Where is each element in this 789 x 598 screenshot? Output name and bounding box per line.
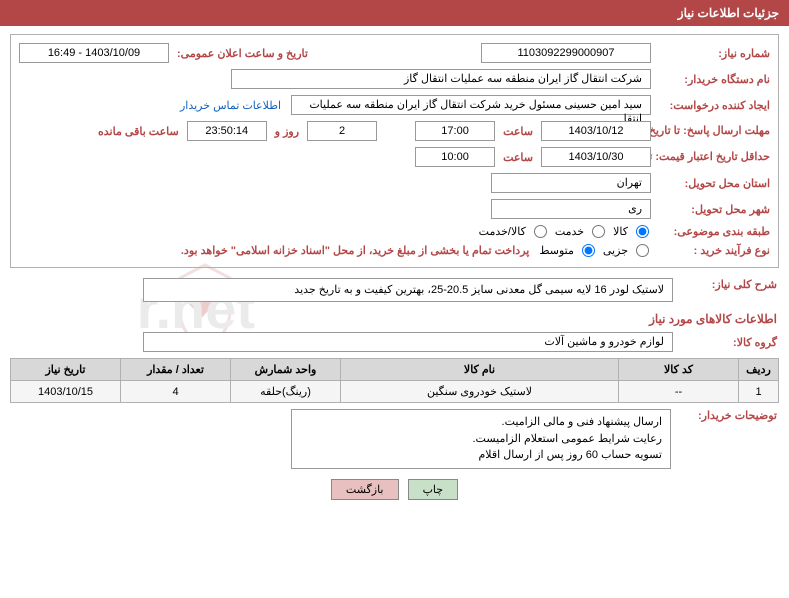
back-button[interactable]: بازگشت — [331, 479, 399, 500]
th-0: ردیف — [739, 359, 779, 381]
td-4: 4 — [121, 381, 231, 403]
hour-label-2: ساعت — [499, 151, 537, 164]
deadline-reply-hour: 17:00 — [415, 121, 495, 141]
buyer-note-line-1: رعایت شرایط عمومی استعلام الزامیست. — [300, 431, 662, 448]
goods-group-label: گروه کالا: — [677, 336, 777, 349]
td-3: (رینگ)حلقه — [231, 381, 341, 403]
need-number: 1103092299000907 — [481, 43, 651, 63]
table-row: 1 -- لاستیک خودروی سنگین (رینگ)حلقه 4 14… — [11, 381, 779, 403]
deadline-reply-label: مهلت ارسال پاسخ: تا تاریخ: — [655, 124, 770, 138]
buyer-org-label: نام دستگاه خریدار: — [655, 73, 770, 86]
buyer-notes-box: ارسال پیشنهاد فنی و مالی الزامیت. رعایت … — [291, 409, 671, 469]
min-valid-label: حداقل تاریخ اعتبار قیمت: تا تاریخ: — [655, 150, 770, 164]
announce-label: تاریخ و ساعت اعلان عمومی: — [173, 47, 308, 60]
min-valid-date: 1403/10/30 — [541, 147, 651, 167]
deadline-reply-date: 1403/10/12 — [541, 121, 651, 141]
td-2: لاستیک خودروی سنگین — [341, 381, 619, 403]
td-0: 1 — [739, 381, 779, 403]
details-frame: شماره نیاز: 1103092299000907 تاریخ و ساع… — [10, 34, 779, 268]
radio-motavaset[interactable] — [582, 244, 595, 257]
goods-group: لوازم خودرو و ماشین آلات — [143, 332, 673, 352]
need-number-label: شماره نیاز: — [655, 47, 770, 60]
radio-kala-label: کالا — [613, 225, 628, 238]
city: ری — [491, 199, 651, 219]
radio-kala-khadamat-label: کالا/خدمت — [479, 225, 526, 238]
radio-kala-khadamat[interactable] — [534, 225, 547, 238]
process-label: نوع فرآیند خرید : — [655, 244, 770, 257]
radio-khadamat-label: خدمت — [555, 225, 584, 238]
th-4: تعداد / مقدار — [121, 359, 231, 381]
time-remaining-suffix: ساعت باقی مانده — [94, 125, 183, 138]
td-5: 1403/10/15 — [11, 381, 121, 403]
page-header: جزئیات اطلاعات نیاز — [0, 0, 789, 26]
th-3: واحد شمارش — [231, 359, 341, 381]
days-and-label: روز و — [271, 125, 303, 138]
radio-motavaset-label: متوسط — [539, 244, 574, 257]
goods-info-title: اطلاعات کالاهای مورد نیاز — [12, 312, 777, 326]
process-note: پرداخت تمام یا بخشی از مبلغ خرید، از محل… — [181, 244, 535, 257]
buyer-note-line-2: تسویه حساب 60 روز پس از ارسال اقلام — [300, 447, 662, 464]
need-desc-label: شرح کلی نیاز: — [677, 278, 777, 291]
requester-label: ایجاد کننده درخواست: — [655, 99, 770, 112]
buyer-org: شرکت انتقال گاز ایران منطقه سه عملیات ان… — [231, 69, 651, 89]
time-remaining: 23:50:14 — [187, 121, 267, 141]
announce-value: 1403/10/09 - 16:49 — [19, 43, 169, 63]
th-2: نام کالا — [341, 359, 619, 381]
print-button[interactable]: چاپ — [408, 479, 459, 500]
th-1: کد کالا — [619, 359, 739, 381]
contact-link[interactable]: اطلاعات تماس خریدار — [180, 99, 287, 112]
buyer-note-line-0: ارسال پیشنهاد فنی و مالی الزامیت. — [300, 414, 662, 431]
th-5: تاریخ نیاز — [11, 359, 121, 381]
radio-khadamat[interactable] — [592, 225, 605, 238]
days-remaining: 2 — [307, 121, 377, 141]
radio-kala[interactable] — [636, 225, 649, 238]
td-1: -- — [619, 381, 739, 403]
need-desc: لاستیک لودر 16 لایه سیمی گل معدنی سایز 2… — [143, 278, 673, 302]
radio-jozi-label: جزیی — [603, 244, 628, 257]
province: تهران — [491, 173, 651, 193]
hour-label-1: ساعت — [499, 125, 537, 138]
classify-label: طبقه بندی موضوعی: — [655, 225, 770, 238]
requester: سید امین حسینی مسئول خرید شرکت انتقال گا… — [291, 95, 651, 115]
min-valid-hour: 10:00 — [415, 147, 495, 167]
goods-table: ردیف کد کالا نام کالا واحد شمارش تعداد /… — [10, 358, 779, 403]
radio-jozi[interactable] — [636, 244, 649, 257]
province-label: استان محل تحویل: — [655, 177, 770, 190]
buyer-notes-label: توضیحات خریدار: — [677, 409, 777, 422]
city-label: شهر محل تحویل: — [655, 203, 770, 216]
